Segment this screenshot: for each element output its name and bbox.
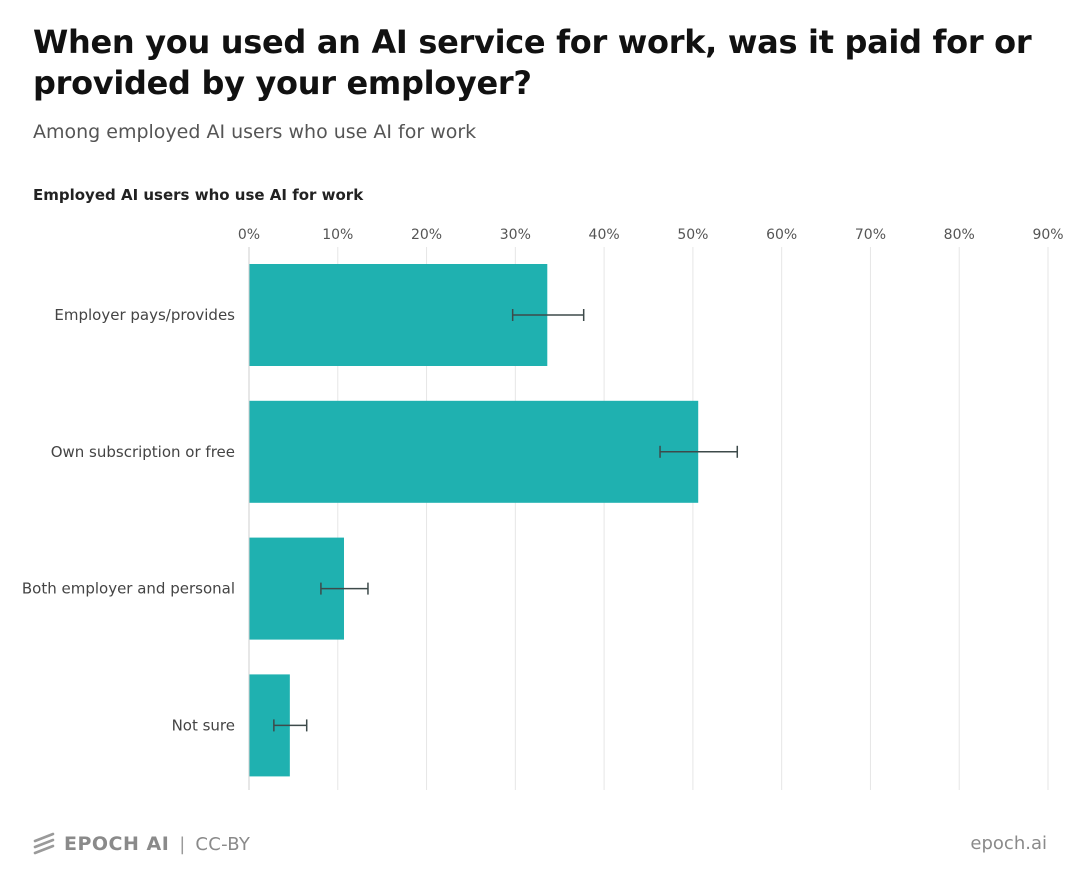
x-tick-label: 20% [411, 227, 442, 243]
gridlines [337, 247, 1049, 790]
epoch-logo-icon [33, 832, 55, 855]
x-tick-label: 70% [855, 227, 886, 243]
bars [249, 264, 699, 777]
chart-subtitle: Among employed AI users who use AI for w… [33, 121, 477, 143]
category-label: Not sure [172, 716, 235, 734]
category-label: Employer pays/provides [54, 306, 235, 324]
x-tick-label: 50% [677, 227, 708, 243]
category-labels: Employer pays/provides Own subscription o… [22, 306, 235, 734]
x-tick-label: 60% [766, 227, 797, 243]
x-tick-label: 90% [1032, 227, 1063, 243]
x-tick-label: 80% [944, 227, 975, 243]
category-label: Own subscription or free [51, 443, 235, 461]
x-tick-label: 30% [500, 227, 531, 243]
x-tick-label: 10% [322, 227, 353, 243]
x-axis-ticks: 0% 10% 20% 30% 40% 50% 60% 70% 80% 90% [238, 227, 1064, 243]
footer-branding: EPOCH AI | CC-BY [33, 830, 250, 858]
x-tick-label: 0% [238, 227, 260, 243]
panel-label: Employed AI users who use AI for work [33, 186, 364, 204]
site-link[interactable]: epoch.ai [970, 833, 1047, 854]
error-bars [273, 309, 739, 732]
footer-separator: | [179, 833, 186, 855]
chart-title: When you used an AI service for work, wa… [33, 23, 1032, 102]
bar [249, 264, 548, 366]
brand-name: EPOCH AI [64, 833, 170, 855]
x-tick-label: 40% [589, 227, 620, 243]
license-label: CC-BY [195, 833, 251, 855]
category-label: Both employer and personal [22, 580, 235, 598]
bar [249, 400, 699, 503]
